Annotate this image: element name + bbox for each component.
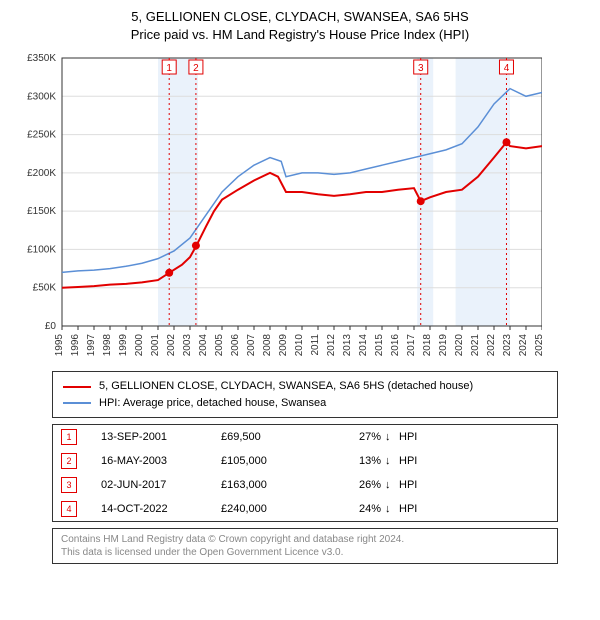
transaction-row: 4 14-OCT-2022£240,00024%↓HPI <box>53 497 557 521</box>
svg-text:2003: 2003 <box>182 334 193 357</box>
transaction-pct: 27% <box>321 431 385 443</box>
transaction-row: 1 13-SEP-2001£69,50027%↓HPI <box>53 425 557 449</box>
svg-text:2018: 2018 <box>422 334 433 357</box>
svg-text:2024: 2024 <box>518 334 529 357</box>
transaction-marker: 4 <box>61 501 77 517</box>
svg-text:2001: 2001 <box>150 334 161 357</box>
svg-text:2020: 2020 <box>454 334 465 357</box>
legend-row-2: HPI: Average price, detached house, Swan… <box>63 395 547 412</box>
footer-line-1: Contains HM Land Registry data © Crown c… <box>61 533 549 546</box>
svg-text:1999: 1999 <box>118 334 129 357</box>
transaction-date: 13-SEP-2001 <box>101 431 221 443</box>
svg-text:£150K: £150K <box>27 207 56 218</box>
transaction-marker: 1 <box>61 429 77 445</box>
transaction-pct: 13% <box>321 455 385 467</box>
arrow-down-icon: ↓ <box>385 431 399 443</box>
svg-text:£300K: £300K <box>27 92 56 103</box>
transaction-price: £240,000 <box>221 503 321 515</box>
legend-label-1: 5, GELLIONEN CLOSE, CLYDACH, SWANSEA, SA… <box>99 378 473 395</box>
footer-line-2: This data is licensed under the Open Gov… <box>61 546 549 559</box>
transaction-suffix: HPI <box>399 479 417 491</box>
transaction-date: 14-OCT-2022 <box>101 503 221 515</box>
svg-text:2002: 2002 <box>166 334 177 357</box>
svg-text:2017: 2017 <box>406 334 417 357</box>
transaction-date: 02-JUN-2017 <box>101 479 221 491</box>
svg-text:2000: 2000 <box>134 334 145 357</box>
svg-text:2009: 2009 <box>278 334 289 357</box>
svg-text:2007: 2007 <box>246 334 257 357</box>
svg-text:3: 3 <box>418 63 424 74</box>
legend-label-2: HPI: Average price, detached house, Swan… <box>99 395 326 412</box>
svg-text:2006: 2006 <box>230 334 241 357</box>
legend: 5, GELLIONEN CLOSE, CLYDACH, SWANSEA, SA… <box>52 371 558 418</box>
footer: Contains HM Land Registry data © Crown c… <box>52 528 558 564</box>
svg-text:2: 2 <box>193 63 199 74</box>
transaction-suffix: HPI <box>399 431 417 443</box>
arrow-down-icon: ↓ <box>385 479 399 491</box>
transaction-suffix: HPI <box>399 455 417 467</box>
svg-text:£200K: £200K <box>27 168 56 179</box>
svg-text:2004: 2004 <box>198 334 209 357</box>
transaction-pct: 26% <box>321 479 385 491</box>
svg-text:2005: 2005 <box>214 334 225 357</box>
transaction-row: 3 02-JUN-2017£163,00026%↓HPI <box>53 473 557 497</box>
svg-text:2016: 2016 <box>390 334 401 357</box>
transaction-marker: 2 <box>61 453 77 469</box>
page-subtitle: Price paid vs. HM Land Registry's House … <box>12 26 588 44</box>
svg-text:£250K: £250K <box>27 130 56 141</box>
transaction-date: 16-MAY-2003 <box>101 455 221 467</box>
svg-text:1997: 1997 <box>86 334 97 357</box>
transaction-pct: 24% <box>321 503 385 515</box>
svg-text:£0: £0 <box>45 321 57 332</box>
svg-text:2019: 2019 <box>438 334 449 357</box>
svg-text:2008: 2008 <box>262 334 273 357</box>
svg-text:£100K: £100K <box>27 245 56 256</box>
svg-text:1998: 1998 <box>102 334 113 357</box>
transaction-suffix: HPI <box>399 503 417 515</box>
legend-row-1: 5, GELLIONEN CLOSE, CLYDACH, SWANSEA, SA… <box>63 378 547 395</box>
svg-text:2010: 2010 <box>294 334 305 357</box>
svg-text:1996: 1996 <box>70 334 81 357</box>
chart-area: £0 £50K £100K £150K £200K £250K £300K £350K 1995… <box>12 50 588 365</box>
legend-swatch-2 <box>63 402 91 404</box>
transactions-table: 113-SEP-2001£69,50027%↓HPI216-MAY-2003£1… <box>52 424 558 522</box>
svg-text:2015: 2015 <box>374 334 385 357</box>
svg-text:2022: 2022 <box>486 334 497 357</box>
svg-text:£350K: £350K <box>27 53 56 64</box>
svg-text:2014: 2014 <box>358 334 369 357</box>
arrow-down-icon: ↓ <box>385 503 399 515</box>
svg-text:2011: 2011 <box>310 334 321 356</box>
svg-text:2025: 2025 <box>534 334 542 357</box>
transaction-row: 2 16-MAY-2003£105,00013%↓HPI <box>53 449 557 473</box>
arrow-down-icon: ↓ <box>385 455 399 467</box>
transaction-price: £163,000 <box>221 479 321 491</box>
svg-text:2012: 2012 <box>326 334 337 357</box>
price-chart: £0 £50K £100K £150K £200K £250K £300K £350K 1995… <box>12 50 542 360</box>
svg-text:4: 4 <box>504 63 510 74</box>
svg-text:2021: 2021 <box>470 334 481 357</box>
page-title-line1: 5, GELLIONEN CLOSE, CLYDACH, SWANSEA, SA… <box>12 8 588 26</box>
transaction-price: £69,500 <box>221 431 321 443</box>
svg-text:2023: 2023 <box>502 334 513 357</box>
legend-swatch-1 <box>63 386 91 388</box>
svg-text:1: 1 <box>166 63 172 74</box>
svg-text:£50K: £50K <box>33 283 57 294</box>
svg-text:2013: 2013 <box>342 334 353 357</box>
transaction-price: £105,000 <box>221 455 321 467</box>
transaction-marker: 3 <box>61 477 77 493</box>
svg-text:1995: 1995 <box>54 334 65 357</box>
